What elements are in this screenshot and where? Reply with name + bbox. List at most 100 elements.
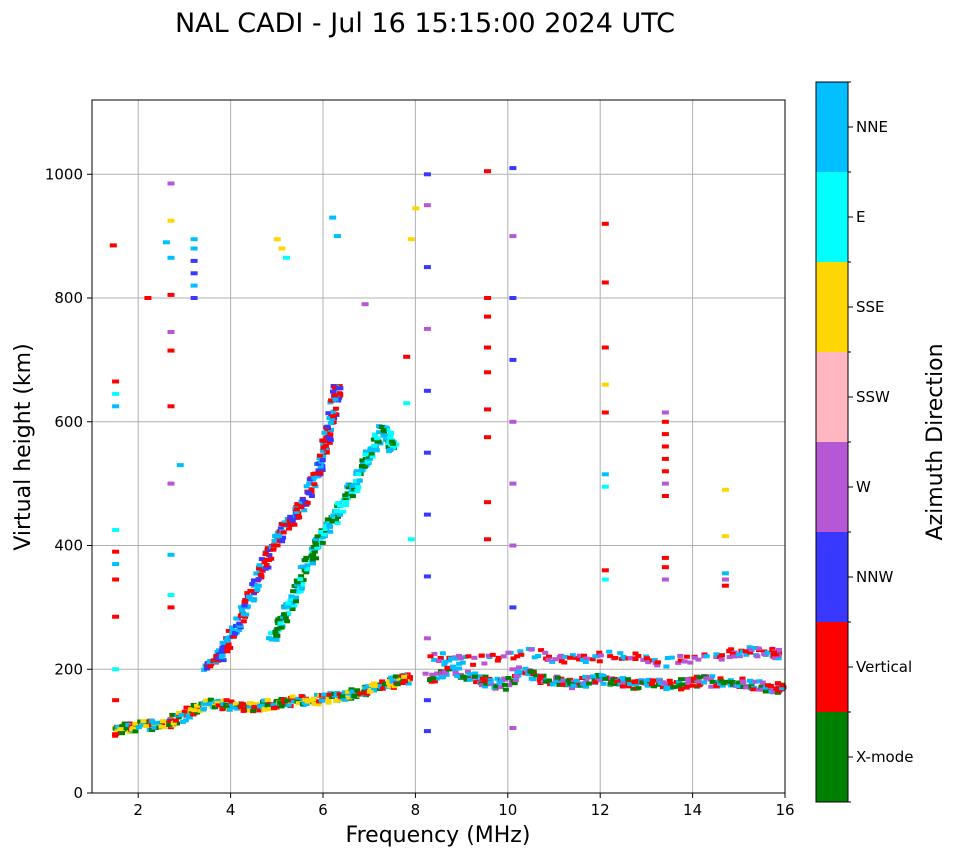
- echo-point: [685, 681, 692, 685]
- echo-point: [325, 700, 332, 705]
- echo-point: [309, 477, 316, 482]
- echo-point: [576, 657, 583, 662]
- echo-point: [755, 646, 762, 651]
- echo-point: [596, 659, 603, 664]
- echo-point: [382, 681, 388, 686]
- echo-point: [334, 501, 341, 506]
- echo-point: [306, 477, 313, 482]
- echo-point: [327, 432, 334, 437]
- echo-point: [423, 574, 431, 579]
- colorbar-segment: [816, 622, 848, 712]
- echo-point: [374, 436, 380, 441]
- echo-point: [266, 553, 273, 558]
- echo-point: [384, 428, 391, 432]
- x-tick-label: 4: [226, 801, 236, 819]
- echo-point: [594, 672, 601, 677]
- echo-point: [518, 652, 525, 657]
- echo-point: [349, 689, 356, 694]
- echo-point: [288, 594, 295, 599]
- x-tick-label: 2: [133, 801, 143, 819]
- echo-point: [567, 655, 574, 660]
- echo-point: [372, 432, 378, 437]
- echo-point: [509, 166, 517, 171]
- echo-point: [509, 667, 517, 672]
- echo-point: [190, 283, 198, 288]
- echo-point: [482, 674, 489, 679]
- echo-point: [228, 699, 235, 704]
- echo-point: [151, 725, 158, 730]
- echo-point: [250, 708, 257, 713]
- echo-point: [313, 556, 319, 561]
- echo-point: [477, 674, 484, 679]
- echo-point: [466, 677, 473, 682]
- echo-point: [317, 471, 324, 475]
- echo-point: [661, 481, 669, 486]
- colorbar-label-nne: NNE: [856, 118, 888, 136]
- echo-point: [388, 439, 395, 444]
- echo-point: [326, 692, 333, 697]
- echo-point: [695, 679, 702, 684]
- echo-point: [190, 237, 198, 242]
- echo-point: [644, 683, 651, 688]
- echo-point: [401, 674, 408, 679]
- echo-point: [314, 692, 321, 697]
- echo-point: [319, 458, 326, 463]
- echo-point: [285, 604, 292, 609]
- echo-point: [456, 661, 463, 666]
- echo-point: [371, 681, 377, 686]
- echo-point: [583, 684, 589, 689]
- echo-point: [264, 698, 271, 702]
- echo-point: [293, 507, 300, 512]
- echo-point: [517, 649, 524, 654]
- echo-point: [601, 221, 609, 226]
- echo-point: [721, 534, 729, 539]
- echo-point: [324, 517, 331, 522]
- echo-point: [251, 705, 258, 709]
- echo-point: [389, 679, 396, 684]
- echo-point: [546, 654, 552, 659]
- echo-point: [643, 681, 650, 686]
- echo-point: [644, 656, 650, 661]
- echo-point: [719, 653, 725, 658]
- echo-point: [402, 679, 408, 684]
- echo-point: [369, 454, 376, 459]
- echo-point: [156, 720, 163, 725]
- echo-point: [319, 540, 326, 545]
- echo-point: [333, 234, 341, 239]
- echo-point: [774, 690, 781, 695]
- x-tick-label: 14: [683, 801, 702, 819]
- echo-point: [554, 675, 561, 680]
- echo-point: [315, 461, 322, 466]
- echo-point: [661, 565, 669, 570]
- echo-point: [176, 463, 184, 468]
- echo-point: [124, 727, 131, 732]
- echo-point: [601, 410, 609, 415]
- colorbar-segment: [816, 352, 848, 442]
- echo-point: [423, 326, 431, 331]
- echo-point: [640, 657, 647, 662]
- echo-point: [696, 683, 703, 688]
- echo-point: [284, 619, 291, 624]
- echo-point: [561, 679, 568, 684]
- echo-point: [601, 577, 609, 582]
- echo-point: [258, 557, 265, 562]
- echo-point: [253, 571, 260, 576]
- echo-point: [708, 684, 715, 689]
- echo-point: [367, 448, 374, 453]
- echo-point: [112, 698, 120, 703]
- echo-point: [135, 725, 142, 730]
- echo-point: [280, 530, 287, 535]
- echo-point: [762, 689, 769, 694]
- echo-point: [439, 651, 446, 656]
- echo-point: [442, 669, 449, 674]
- echo-point: [323, 450, 330, 455]
- echo-point: [274, 633, 281, 638]
- echo-point: [195, 705, 202, 710]
- echo-point: [709, 680, 716, 684]
- echo-point: [500, 654, 507, 659]
- echo-point: [444, 665, 451, 670]
- echo-point: [592, 680, 599, 685]
- y-axis: 0 200 400 600 800 1000: [45, 165, 92, 802]
- echo-point: [630, 686, 637, 691]
- echo-point: [721, 571, 729, 576]
